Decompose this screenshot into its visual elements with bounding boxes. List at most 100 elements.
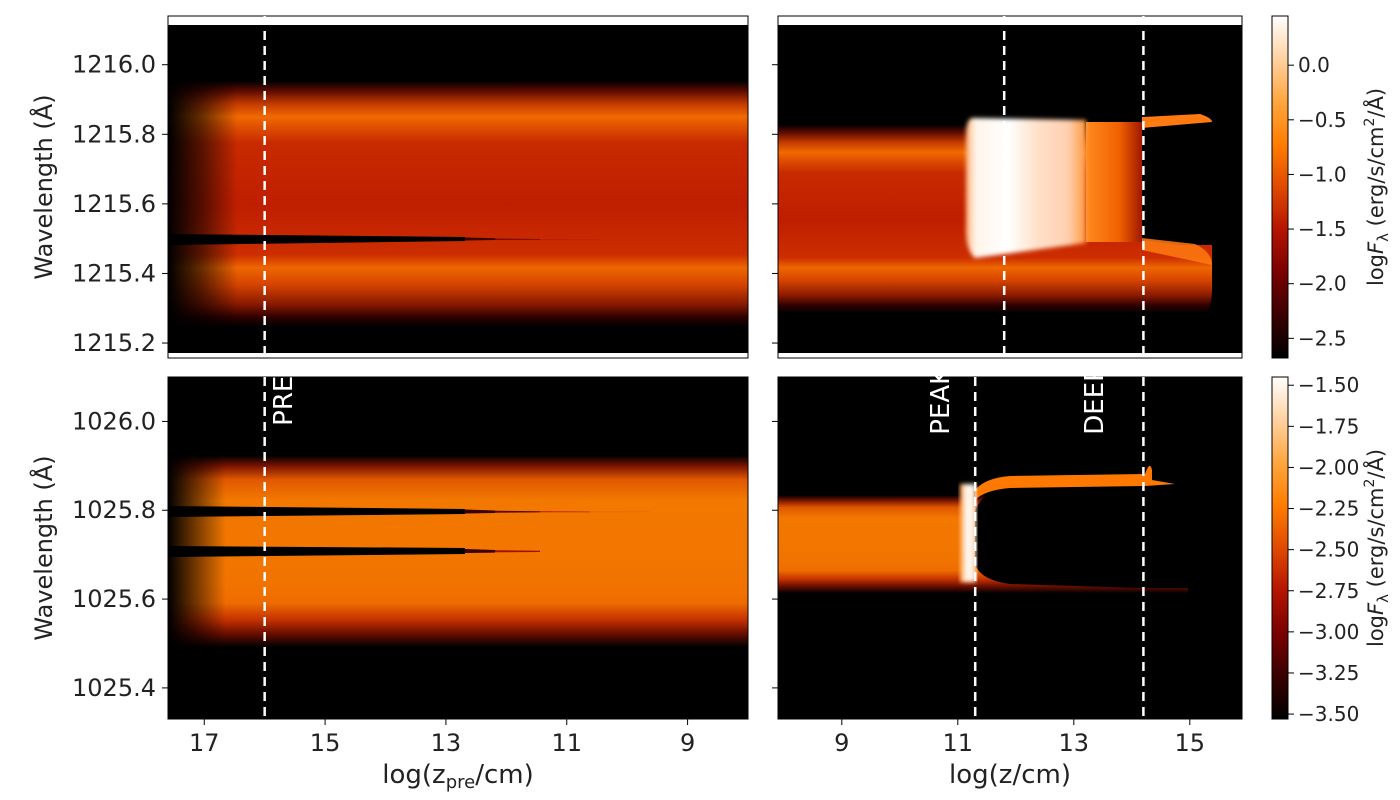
colorbar-tick-label: −1.0 xyxy=(1298,162,1347,186)
panel-top-left-frame xyxy=(167,15,749,359)
colorbar-bottom-label-units: (erg/s/cm xyxy=(1364,488,1388,594)
xtick-label: 11 xyxy=(943,729,974,757)
heatmap-top-left-absorption-tail-2 xyxy=(495,238,540,240)
colorbar-bottom-label-units-end: /Å) xyxy=(1362,449,1388,479)
colorbar-bottom-label-F: F xyxy=(1364,602,1388,615)
heatmap-top-left-edge-fade xyxy=(168,25,748,353)
xtick-label: 11 xyxy=(551,729,582,757)
heatmap-bottom-left-absorption-upper-tail-4 xyxy=(590,511,650,513)
colorbar-top-label-log: log xyxy=(1364,254,1388,286)
ylabel-bottom-left: Wavelength (Å) xyxy=(29,455,58,640)
colorbar-bottom-ticks: −1.50 −1.75 −2.00 −2.25 −2.50 −2.75 −3.00 −3.25… xyxy=(1288,373,1359,726)
panel-bottom-right: 9 11 13 15 log(z/cm) xyxy=(772,376,1243,790)
colorbar-top-label-sup: 2 xyxy=(1362,118,1378,127)
annotation-peak: PEAK xyxy=(926,367,956,435)
colorbar-bottom-label-lambda: λ xyxy=(1374,594,1392,603)
xtick-label: 9 xyxy=(834,729,849,757)
xlabel-bottom-right: log(z/cm) xyxy=(949,760,1071,790)
colorbar-bottom-label: logFλ (erg/s/cm2/Å) xyxy=(1362,449,1392,647)
heatmap-bottom-right-dark-core xyxy=(975,484,1188,588)
annotations: PRE PEAK DEEP xyxy=(269,366,1110,435)
ytick-label: 1215.2 xyxy=(72,329,156,357)
colorbar-top-label-lambda: λ xyxy=(1374,233,1392,242)
colorbar-top-ticks: 0.0 −0.5 −1.0 −1.5 −2.0 −2.5 xyxy=(1288,53,1347,350)
colorbar-top-label-units-end: /Å) xyxy=(1362,88,1388,118)
xtick-label: 15 xyxy=(1175,729,1206,757)
panel-bottom-right-frame xyxy=(777,376,1243,720)
yticks-bottom-left: 1025.4 1025.6 1025.8 1026.0 xyxy=(72,407,168,702)
heatmap-bottom-left-absorption-lower xyxy=(168,546,465,557)
panel-top-right xyxy=(772,15,1243,359)
annotation-deep: DEEP xyxy=(1080,366,1110,435)
yticks-top-right xyxy=(772,64,778,344)
ytick-label: 1216.0 xyxy=(72,51,156,79)
ytick-label: 1025.4 xyxy=(72,674,156,702)
xtick-label: 13 xyxy=(1059,729,1090,757)
colorbar-tick-label: −2.50 xyxy=(1298,538,1359,562)
colorbar-tick-label: −2.75 xyxy=(1298,579,1359,603)
panel-top-left: 1215.2 1215.4 1215.6 1215.8 1216.0 Wavelengt… xyxy=(29,15,749,359)
ytick-label: 1215.6 xyxy=(72,190,156,218)
panel-bottom-left-frame xyxy=(167,376,749,720)
heatmap-top-right-dark-core xyxy=(1142,122,1242,245)
ytick-label: 1025.6 xyxy=(72,585,156,613)
xtick-label: 15 xyxy=(310,729,341,757)
xtick-label: 9 xyxy=(680,729,695,757)
yticks-bottom-right xyxy=(772,420,778,689)
colorbar-tick-label: −3.50 xyxy=(1298,702,1359,726)
heatmap-top-left-absorption-tail-1 xyxy=(465,237,495,241)
heatmap-bottom-right-peak-strip xyxy=(960,484,976,582)
colorbar-top-label-units: (erg/s/cm xyxy=(1364,127,1388,233)
ytick-label: 1025.8 xyxy=(72,496,156,524)
xticks-bottom-left: 17 15 13 11 9 xyxy=(189,719,695,757)
heatmap-bottom-left-absorption-upper-tail-1 xyxy=(465,509,495,514)
heatmap-bottom-left xyxy=(168,377,748,719)
colorbar-tick-label: 0.0 xyxy=(1298,53,1330,77)
xlabel-bottom-left-main: log(z xyxy=(382,760,445,790)
heatmap-top-left-absorption-core xyxy=(168,234,465,245)
heatmap-top-right-white-block xyxy=(965,118,1086,258)
heatmap-top-right xyxy=(778,25,1242,353)
colorbar-tick-label: −2.0 xyxy=(1298,272,1347,296)
colorbar-bottom-label-log: log xyxy=(1364,615,1388,647)
ytick-label: 1026.0 xyxy=(72,407,156,435)
heatmap-top-right-lower-wing xyxy=(1142,238,1212,265)
colorbar-tick-label: −2.5 xyxy=(1298,326,1347,350)
panel-bottom-left: 1025.4 1025.6 1025.8 1026.0 17 15 13 11 9 Wavel… xyxy=(29,376,749,793)
colorbar-tick-label: −1.75 xyxy=(1298,414,1359,438)
xlabel-bottom-left-sub: pre xyxy=(446,772,476,793)
heatmap-top-right-orange-strip xyxy=(1086,122,1142,242)
yticks-top-left: 1215.2 1215.4 1215.6 1215.8 1216.0 xyxy=(72,51,168,357)
colorbar-tick-label: −2.00 xyxy=(1298,455,1359,479)
xticks-bottom-right: 9 11 13 15 xyxy=(834,719,1205,757)
colorbar-top-label-F: F xyxy=(1364,241,1388,254)
colorbar-tick-label: −3.25 xyxy=(1298,661,1359,685)
vlines-top-right xyxy=(1002,16,1145,358)
colorbar-tick-label: −1.50 xyxy=(1298,373,1359,397)
heatmap-bottom-right-upper-wing xyxy=(975,465,1175,500)
heatmap-bottom-left-absorption-upper xyxy=(168,506,465,517)
heatmap-bottom-right xyxy=(778,377,1242,719)
heatmap-top-right-upper-wing xyxy=(1142,114,1212,128)
ytick-label: 1215.8 xyxy=(72,120,156,148)
colorbar-top-bar xyxy=(1271,15,1289,359)
heatmap-top-left xyxy=(168,25,748,353)
colorbar-bottom-bar xyxy=(1271,376,1289,720)
colorbar-bottom-label-sup: 2 xyxy=(1362,479,1378,488)
colorbar-tick-label: −0.5 xyxy=(1298,108,1347,132)
heatmap-top-left-absorption-tail-3 xyxy=(540,239,600,240)
vlines-bottom-right xyxy=(973,377,1145,719)
colorbar-bottom: −1.50 −1.75 −2.00 −2.25 −2.50 −2.75 −3.00 −3.25… xyxy=(1271,373,1392,726)
xlabel-bottom-left: log(zpre/cm) xyxy=(382,760,533,793)
heatmap-bottom-left-absorption-upper-tail-2 xyxy=(495,510,540,513)
xtick-label: 17 xyxy=(189,729,220,757)
xlabel-bottom-left-end: /cm) xyxy=(475,760,534,790)
heatmap-bottom-left-absorption-lower-tail-2 xyxy=(495,550,540,553)
heatmap-bottom-left-absorption-lower-tail-1 xyxy=(465,549,495,553)
colorbar-top-label: logFλ (erg/s/cm2/Å) xyxy=(1362,88,1392,286)
xtick-label: 13 xyxy=(431,729,462,757)
heatmap-bottom-left-absorption-upper-tail-3 xyxy=(540,511,590,513)
ytick-label: 1215.4 xyxy=(72,259,156,287)
colorbar-tick-label: −3.00 xyxy=(1298,620,1359,644)
